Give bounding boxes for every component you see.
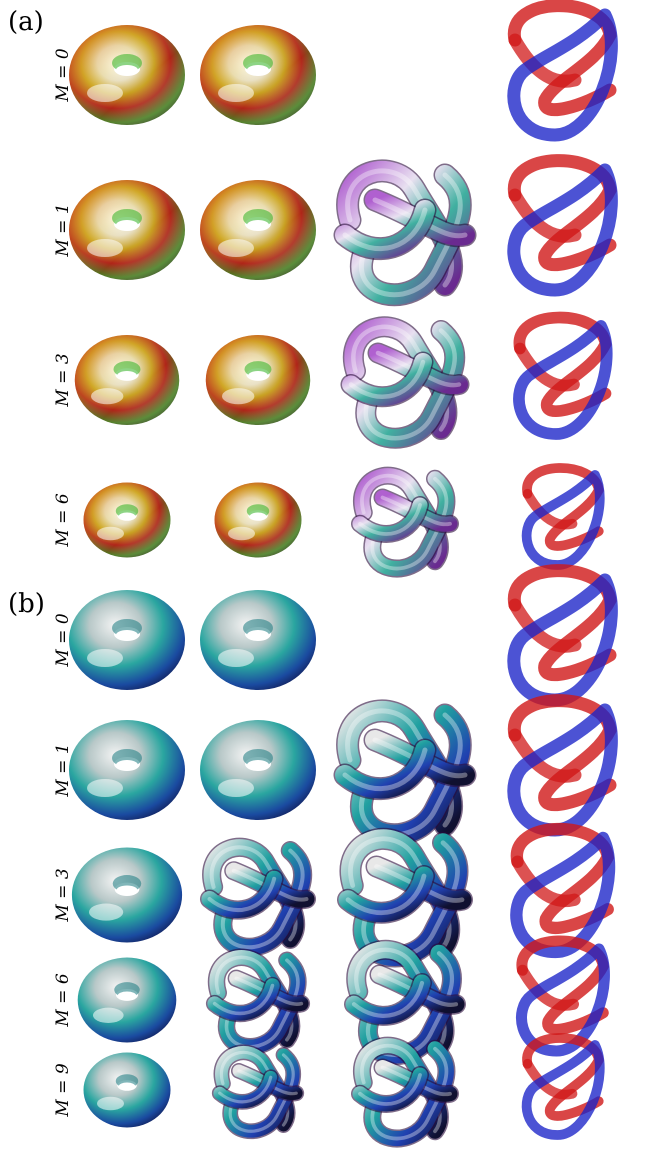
row-label: M = 6 <box>53 973 73 1027</box>
hopfion-surface <box>200 590 316 690</box>
row-label: M = 3 <box>53 868 73 922</box>
row: M = 1 <box>53 694 618 847</box>
link-tubes <box>515 935 610 1057</box>
panel-0: (a) M = 0 M = 1 M = 3 M = 6 <box>8 0 618 578</box>
panel-label: (a) <box>8 7 44 37</box>
knot-surface <box>351 466 459 578</box>
knot-surface <box>340 316 470 449</box>
row: M = 6 <box>53 463 605 578</box>
hopfion-surface <box>77 957 177 1043</box>
knot-surface <box>211 1044 305 1139</box>
torus-surface <box>69 25 185 125</box>
row: M = 3 <box>53 311 613 449</box>
row-label: M = 9 <box>53 1063 73 1117</box>
torus-surface <box>74 335 180 425</box>
link-tubes <box>507 564 618 707</box>
row-label: M = 3 <box>53 353 73 407</box>
knot-surface <box>333 159 477 307</box>
row: M = 9 <box>53 1033 605 1148</box>
hopfion-surface <box>69 720 185 820</box>
link-tubes <box>507 0 618 142</box>
hopfion-surface <box>69 590 185 690</box>
torus-surface <box>200 25 316 125</box>
row-label: M = 0 <box>53 48 73 102</box>
panel-1: (b) M = 0 M = 1 M = 3 M = 6 M = 9 <box>8 564 618 1148</box>
row-label: M = 1 <box>53 203 73 257</box>
row-label: M = 1 <box>53 743 73 797</box>
row: M = 0 <box>53 564 618 707</box>
link-tubes <box>521 463 605 570</box>
row: M = 0 <box>53 0 618 142</box>
knot-surface <box>333 699 477 847</box>
torus-surface <box>83 482 171 558</box>
hopfion-surface <box>71 847 183 943</box>
knot-surface <box>199 837 317 957</box>
row-label: M = 6 <box>53 493 73 547</box>
row-label: M = 0 <box>53 613 73 667</box>
panel-label: (b) <box>8 589 45 619</box>
link-tubes <box>513 311 613 440</box>
torus-surface <box>214 482 302 558</box>
torus-surface <box>200 180 316 280</box>
link-tubes <box>521 1033 605 1140</box>
hopfion-surface <box>83 1052 171 1128</box>
row: M = 1 <box>53 154 618 307</box>
link-tubes <box>507 154 618 297</box>
knot-surface <box>344 939 466 1065</box>
torus-surface <box>205 335 311 425</box>
knot-surface <box>205 948 311 1056</box>
hopfion-surface <box>200 720 316 820</box>
row: M = 6 <box>53 935 610 1065</box>
torus-surface <box>69 180 185 280</box>
link-tubes <box>507 694 618 837</box>
link-tubes <box>510 822 616 959</box>
knot-surface <box>337 827 473 968</box>
row: M = 3 <box>53 822 616 968</box>
knot-surface <box>351 1036 459 1148</box>
